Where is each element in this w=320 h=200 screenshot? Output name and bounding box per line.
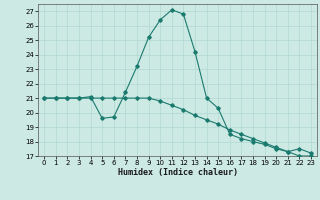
X-axis label: Humidex (Indice chaleur): Humidex (Indice chaleur): [118, 168, 238, 177]
